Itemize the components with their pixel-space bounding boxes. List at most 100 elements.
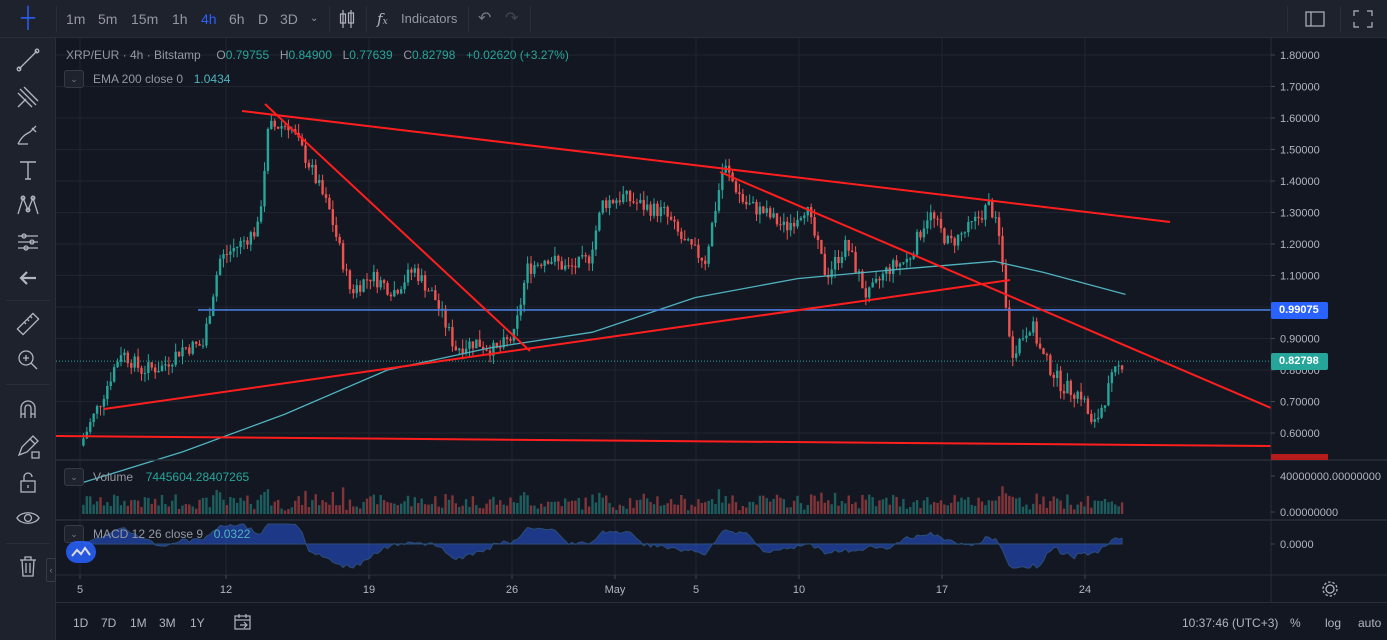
lock-drawing-icon[interactable] [14,432,42,460]
price-chart[interactable]: 1.80000 1.70000 1.60000 1.50000 1.40000 1.300… [56,38,1387,602]
zoom-in-icon[interactable] [14,346,42,374]
volume-bar [1096,500,1100,514]
interval-1m[interactable]: 1m [66,11,86,27]
candle-body [109,381,112,386]
candle-body [932,212,936,219]
candle-body [577,256,581,268]
volume-bar [300,504,304,514]
candle-body [676,221,680,232]
crosshair-icon[interactable]: ┼ [20,7,36,29]
interval-15m[interactable]: 15m [131,11,159,27]
pattern-tool-icon[interactable] [14,192,42,220]
volume-bar [153,498,157,514]
undo-icon[interactable]: ↶ [478,10,492,27]
layout-icon[interactable] [1304,0,1326,38]
candle-body [656,203,659,217]
volume-bar [1025,504,1028,514]
goto-date-icon[interactable] [233,603,253,640]
eye-icon[interactable] [14,504,42,532]
volume-value: 7445604.28407265 [145,470,250,484]
volume-bar [693,506,697,514]
candle-body [478,339,481,347]
candle-body [372,271,376,282]
chevron-down-icon[interactable]: ⌄ [310,13,319,24]
interval-4h[interactable]: 4h [201,11,217,27]
interval-5m[interactable]: 5m [98,11,118,27]
pitchfork-tool-icon[interactable] [14,83,42,111]
volume-bar [379,494,382,514]
volume-bar [604,495,608,514]
indicators-icon[interactable]: fx [377,10,388,28]
volume-bar [1042,496,1045,514]
volume-bar [659,505,663,514]
price-tick-label: 1.60000 [1280,113,1320,125]
interval-d[interactable]: D [258,11,269,27]
fullscreen-icon[interactable] [1352,0,1374,38]
trash-icon[interactable] [14,552,42,580]
candle-body [1018,339,1021,354]
auto-toggle[interactable]: auto [1358,616,1382,630]
candle-body [601,200,604,213]
range-1d[interactable]: 1D [73,616,89,630]
volume-bar [567,501,570,514]
candle-body [813,217,816,236]
volume-bar [676,504,680,514]
candle-body [345,269,348,271]
prediction-tool-icon[interactable] [14,228,42,256]
macd-collapse-button[interactable]: ⌄ [64,525,84,543]
volume-bar [447,499,451,514]
volume-bar [563,498,567,514]
volume-bar [991,500,994,514]
interval-1h[interactable]: 1h [172,11,188,27]
range-1m[interactable]: 1M [130,616,147,630]
volume-bar [570,500,574,514]
trendline-tool-icon[interactable] [14,46,42,74]
clock-time[interactable]: 10:37:46 (UTC+3) [1182,616,1279,630]
brush-tool-icon[interactable] [14,120,42,148]
interval-6h[interactable]: 6h [229,11,245,27]
volume-bar [164,504,167,514]
redo-icon[interactable]: ↷ [505,10,519,27]
volume-bar [984,505,987,514]
candle-body [140,367,143,374]
candle-body [1055,370,1059,379]
log-toggle[interactable]: log [1325,616,1342,630]
text-tool-icon[interactable] [14,156,42,184]
candle-body [734,181,738,193]
settings-gear-icon[interactable] [1322,581,1338,597]
candle-body [683,238,686,241]
magnet-icon[interactable] [14,396,42,424]
candle-body [263,170,266,207]
candle-body [868,287,871,298]
volume-bar [130,500,133,514]
volume-bar [864,499,868,514]
candle-body [256,221,259,237]
unlock-icon[interactable] [14,468,42,496]
volume-collapse-button[interactable]: ⌄ [64,468,84,486]
range-1y[interactable]: 1Y [190,616,205,630]
candle-body [365,279,369,281]
volume-bar [1049,501,1052,514]
candle-body [871,282,874,288]
candle-body [246,240,249,245]
interval-3d[interactable]: 3D [280,11,298,27]
back-arrow-icon[interactable] [14,264,42,292]
volume-bar [270,505,273,514]
volume-bar [813,495,816,514]
collapse-toolbar-button[interactable]: ‹ [46,558,56,582]
candles-icon[interactable] [337,0,359,38]
candle-body [652,203,656,216]
volume-bar [294,500,297,514]
range-7d[interactable]: 7D [101,616,117,630]
indicators-button[interactable]: Indicators [401,11,458,26]
candle-body [382,280,386,284]
ruler-icon[interactable] [14,310,42,338]
candle-body [335,224,338,237]
percent-toggle[interactable]: % [1290,616,1301,630]
range-3m[interactable]: 3M [159,616,176,630]
candle-body [311,164,314,168]
volume-bar [488,499,492,514]
ema-collapse-button[interactable]: ⌄ [64,70,84,88]
volume-bar [1028,509,1032,514]
candle-body [806,207,809,216]
